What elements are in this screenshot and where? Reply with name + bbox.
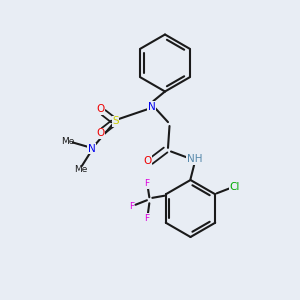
Text: N: N	[148, 101, 155, 112]
Text: N: N	[88, 143, 95, 154]
Text: Me: Me	[61, 136, 74, 146]
Text: S: S	[112, 116, 119, 127]
Text: O: O	[96, 128, 105, 139]
Text: O: O	[96, 104, 105, 115]
Text: NH: NH	[187, 154, 202, 164]
Text: F: F	[144, 214, 149, 223]
Text: Me: Me	[74, 165, 88, 174]
Text: O: O	[143, 155, 151, 166]
Text: F: F	[129, 202, 134, 211]
Text: Cl: Cl	[230, 182, 240, 192]
Text: F: F	[144, 179, 149, 188]
